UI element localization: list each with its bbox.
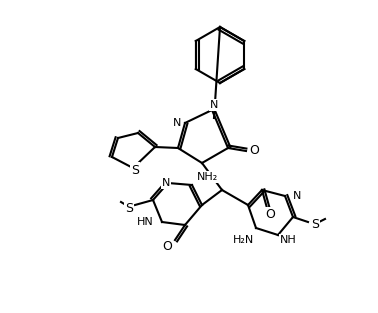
Text: N: N bbox=[293, 191, 301, 201]
Text: HN: HN bbox=[137, 217, 154, 227]
Text: S: S bbox=[131, 163, 139, 177]
Text: S: S bbox=[311, 218, 319, 232]
Text: N: N bbox=[210, 100, 218, 110]
Text: NH₂: NH₂ bbox=[197, 172, 218, 182]
Text: N: N bbox=[173, 118, 181, 128]
Text: O: O bbox=[249, 145, 259, 157]
Text: O: O bbox=[265, 208, 275, 222]
Text: O: O bbox=[162, 240, 172, 254]
Text: NH: NH bbox=[280, 235, 297, 245]
Text: N: N bbox=[162, 178, 170, 188]
Text: S: S bbox=[125, 202, 133, 214]
Text: H₂N: H₂N bbox=[233, 235, 254, 245]
